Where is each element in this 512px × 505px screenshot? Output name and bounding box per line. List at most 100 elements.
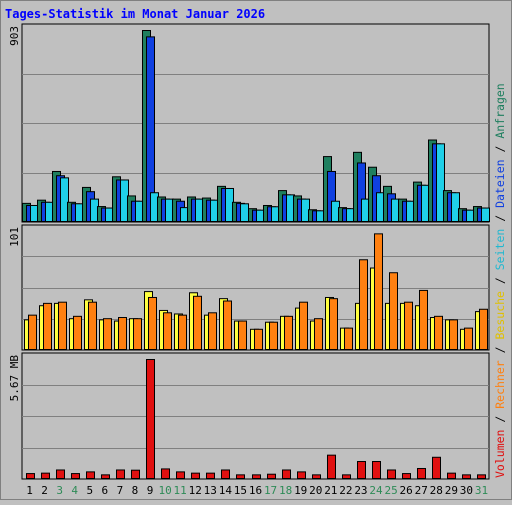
bar-volumen-day-3 bbox=[56, 469, 65, 480]
bar-volumen-day-20 bbox=[312, 474, 321, 479]
bar-volumen-day-2 bbox=[41, 472, 50, 479]
bar-seiten-day-28 bbox=[436, 143, 445, 222]
bar-rechner-day-19 bbox=[299, 301, 308, 350]
bar-seiten-day-15 bbox=[240, 203, 249, 222]
bar-rechner-day-15 bbox=[238, 320, 247, 351]
x-tick-label: 29 bbox=[445, 484, 458, 497]
bar-volumen-day-30 bbox=[462, 474, 471, 479]
legend-entry: Dateien bbox=[493, 159, 507, 207]
bar-rechner-day-28 bbox=[434, 315, 443, 351]
bar-volumen-day-25 bbox=[387, 469, 396, 480]
x-tick-label: 20 bbox=[309, 484, 322, 497]
x-tick-label: 14 bbox=[219, 484, 233, 497]
x-tick-label: 18 bbox=[279, 484, 292, 497]
bar-volumen-day-22 bbox=[342, 474, 351, 479]
legend-entry: / bbox=[493, 270, 507, 291]
chart-panels: 903 101 5.67 MB bbox=[8, 23, 490, 480]
bar-volumen-day-26 bbox=[402, 473, 411, 479]
bar-rechner-day-29 bbox=[449, 319, 458, 350]
x-tick-label: 12 bbox=[189, 484, 202, 497]
legend-entry: / bbox=[493, 409, 507, 430]
x-axis-labels: 1 2 3 4 5 6 7 8 9 10 11 12 13 14 15 16 17 18 19 20 21 22 23 24 2… bbox=[26, 484, 488, 497]
bar-rechner-day-4 bbox=[73, 315, 82, 351]
bar-rechner-day-11 bbox=[178, 314, 187, 351]
bar-rechner-day-13 bbox=[208, 312, 217, 350]
panel-volume: 5.67 MB bbox=[8, 352, 490, 480]
bar-rechner-day-22 bbox=[344, 327, 353, 350]
legend-entry: Volumen bbox=[493, 430, 507, 478]
bar-volumen-day-16 bbox=[252, 474, 261, 479]
bar-rechner-day-17 bbox=[269, 321, 278, 351]
bar-volumen-day-29 bbox=[447, 472, 456, 479]
x-tick-label: 21 bbox=[324, 484, 337, 497]
bar-volumen-day-9 bbox=[146, 359, 155, 479]
x-tick-label: 8 bbox=[132, 484, 139, 497]
bar-rechner-day-25 bbox=[389, 272, 398, 350]
bar-volumen-day-23 bbox=[357, 461, 366, 480]
legend-entry: Anfragen bbox=[493, 83, 507, 138]
panel-max-label: 101 bbox=[8, 227, 21, 247]
x-tick-label: 25 bbox=[384, 484, 397, 497]
bar-volumen-day-17 bbox=[267, 473, 276, 479]
x-tick-label: 26 bbox=[400, 484, 413, 497]
bar-rechner-day-9 bbox=[148, 296, 157, 350]
legend-entry: / bbox=[493, 340, 507, 361]
x-tick-label: 7 bbox=[117, 484, 124, 497]
bar-volumen-day-27 bbox=[417, 467, 426, 480]
bar-rechner-day-26 bbox=[404, 301, 413, 350]
x-tick-label: 1 bbox=[26, 484, 33, 497]
legend-entry: / bbox=[493, 139, 507, 160]
legend-entry: Rechner bbox=[493, 360, 507, 409]
x-tick-label: 17 bbox=[264, 484, 277, 497]
x-tick-label: 6 bbox=[102, 484, 109, 497]
panel-max-label: 5.67 MB bbox=[8, 355, 21, 402]
bar-rechner-day-3 bbox=[58, 301, 67, 350]
legend-entry: Seiten bbox=[493, 229, 507, 271]
x-tick-label: 2 bbox=[41, 484, 48, 497]
bar-volumen-day-10 bbox=[161, 468, 170, 480]
bar-rechner-day-14 bbox=[223, 300, 232, 351]
bar-seiten-day-3 bbox=[60, 177, 69, 222]
bar-rechner-day-30 bbox=[464, 327, 473, 350]
bar-rechner-day-2 bbox=[43, 302, 52, 350]
bar-volumen-day-21 bbox=[327, 454, 336, 480]
bar-volumen-day-4 bbox=[71, 473, 80, 479]
bar-rechner-day-23 bbox=[359, 259, 368, 350]
bar-volumen-day-18 bbox=[282, 469, 291, 480]
bar-rechner-day-31 bbox=[479, 308, 488, 351]
legend-entry: Besuche bbox=[493, 291, 507, 340]
bar-rechner-day-7 bbox=[118, 317, 127, 350]
x-tick-label: 24 bbox=[369, 484, 383, 497]
bar-rechner-day-12 bbox=[193, 295, 202, 350]
bar-rechner-day-27 bbox=[419, 289, 428, 350]
x-tick-label: 19 bbox=[294, 484, 307, 497]
bar-volumen-day-1 bbox=[26, 473, 35, 479]
panel-max-label: 903 bbox=[8, 26, 21, 46]
legend-entry: / bbox=[493, 208, 507, 229]
bar-rechner-day-5 bbox=[88, 301, 97, 350]
bar-volumen-day-5 bbox=[86, 471, 95, 479]
panel-hits: 903 bbox=[8, 23, 490, 223]
bar-rechner-day-6 bbox=[103, 318, 112, 350]
bar-volumen-day-31 bbox=[477, 474, 486, 479]
x-tick-label: 22 bbox=[339, 484, 352, 497]
legend-right: Volumen / Rechner / Besuche / Seiten / D… bbox=[493, 83, 507, 478]
bar-rechner-day-18 bbox=[284, 315, 293, 351]
bar-rechner-day-8 bbox=[133, 318, 142, 350]
x-tick-label: 23 bbox=[354, 484, 367, 497]
x-tick-label: 31 bbox=[475, 484, 488, 497]
chart-title: Tages-Statistik im Monat Januar 2026 bbox=[5, 7, 265, 21]
bar-rechner-day-1 bbox=[28, 314, 37, 351]
bar-seiten-day-31 bbox=[481, 207, 490, 223]
bar-volumen-day-28 bbox=[432, 456, 441, 479]
bar-volumen-day-14 bbox=[221, 469, 230, 480]
bar-volumen-day-24 bbox=[372, 461, 381, 480]
x-tick-label: 16 bbox=[249, 484, 262, 497]
x-tick-label: 15 bbox=[234, 484, 247, 497]
bar-rechner-day-16 bbox=[254, 328, 263, 351]
bar-rechner-day-20 bbox=[314, 318, 323, 350]
x-tick-label: 13 bbox=[204, 484, 217, 497]
bar-volumen-day-15 bbox=[236, 474, 245, 479]
